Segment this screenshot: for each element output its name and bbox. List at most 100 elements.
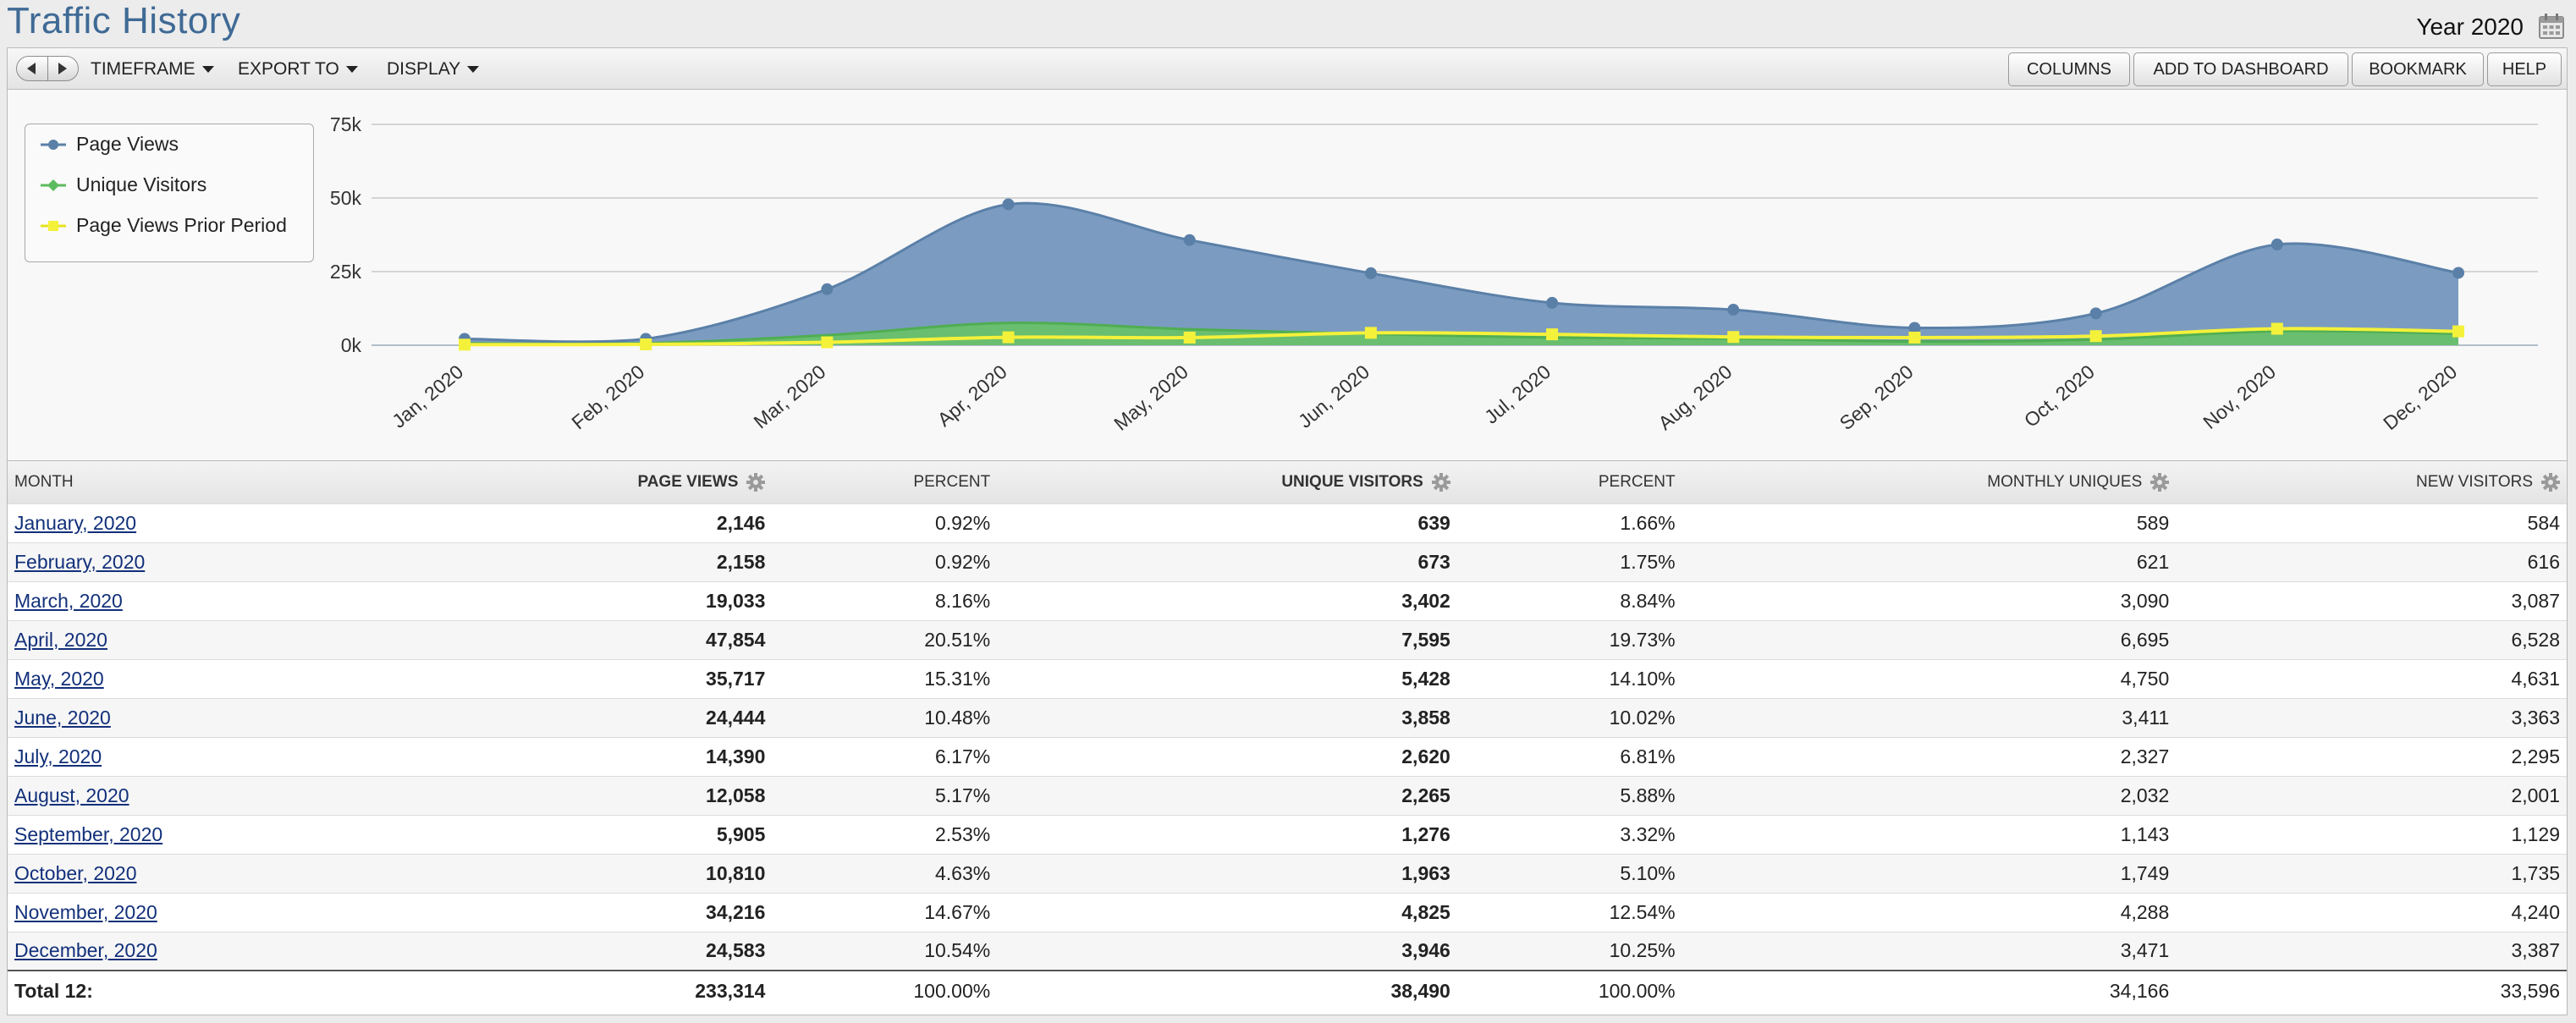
- monthly-uniques-cell: 3,411: [2122, 706, 2170, 729]
- col-header-page-views[interactable]: PAGE VIEWS: [312, 461, 773, 503]
- y-tick-label: 75k: [330, 113, 362, 135]
- month-link[interactable]: June, 2020: [14, 706, 111, 729]
- unique-visitors-cell: 673: [1417, 550, 1450, 573]
- month-cell: January, 2020: [8, 503, 312, 542]
- unique-visitors-cell: 1,276: [1401, 822, 1450, 845]
- page-views-cell: 14,390: [706, 745, 766, 767]
- unique-visitors-cell: 2,620: [1401, 745, 1450, 767]
- monthly-uniques-cell: 1,143: [2120, 822, 2170, 845]
- unique-visitors-cell: 4,825: [1401, 900, 1450, 923]
- month-cell: December, 2020: [8, 932, 312, 971]
- monthly-uniques-cell: 2,327: [2120, 745, 2170, 767]
- data-point-prior-period: [2452, 325, 2464, 338]
- unique-visitors-percent-cell: 19.73%: [1609, 628, 1676, 651]
- arrow-left-icon: [27, 63, 36, 74]
- month-cell: April, 2020: [8, 620, 312, 659]
- table-row: September, 2020 5,905 2.53% 1,276 3.32% 1,143…: [8, 815, 2567, 854]
- x-tick-label: Aug, 2020: [1654, 360, 1736, 434]
- monthly-uniques-cell: 621: [2136, 550, 2170, 573]
- unique-visitors-cell: 3,946: [1401, 939, 1450, 962]
- month-link[interactable]: January, 2020: [14, 511, 137, 534]
- data-point-prior-period: [1002, 331, 1015, 344]
- col-header-month[interactable]: MONTH: [14, 472, 74, 491]
- display-menu[interactable]: DISPLAY: [387, 59, 480, 80]
- unique-visitors-percent-cell: 14.10%: [1609, 667, 1676, 690]
- legend-item-unique-visitors[interactable]: Unique Visitors: [41, 173, 206, 196]
- col-header-label: MONTHLY UNIQUES: [1987, 472, 2143, 491]
- monthly-uniques-cell: 3,090: [2120, 589, 2170, 612]
- columns-button[interactable]: COLUMNS: [2008, 52, 2130, 86]
- table-row: June, 2020 24,444 10.48% 3,858 10.02% 3,411 3,…: [8, 698, 2567, 737]
- col-header-new-visitors[interactable]: NEW VISITORS: [2176, 461, 2567, 503]
- x-tick-label: Dec, 2020: [2379, 360, 2461, 434]
- data-point-page-views: [1908, 322, 1921, 334]
- unique-visitors-percent-cell: 10.25%: [1609, 939, 1676, 962]
- page-views-cell: 19,033: [706, 589, 766, 612]
- unique-visitors-percent-cell: 8.84%: [1620, 589, 1676, 612]
- new-visitors-cell: 6,528: [2511, 628, 2560, 651]
- previous-period-button[interactable]: [17, 57, 47, 80]
- col-header-unique-visitors[interactable]: UNIQUE VISITORS: [997, 461, 1457, 503]
- x-tick-label: Nov, 2020: [2199, 360, 2280, 433]
- legend-item-prior-period[interactable]: Page Views Prior Period: [41, 214, 287, 237]
- page-views-cell: 47,854: [706, 628, 766, 651]
- caret-down-icon: [467, 66, 480, 73]
- month-link[interactable]: December, 2020: [14, 939, 157, 962]
- month-link[interactable]: July, 2020: [14, 745, 102, 767]
- unique-visitors-cell: 3,858: [1401, 706, 1450, 729]
- month-cell: March, 2020: [8, 581, 312, 620]
- month-link[interactable]: October, 2020: [14, 861, 137, 884]
- traffic-chart: 0k 25k 50k 75k Jan, 2020 Feb, 2020 Mar, 2020 Ap…: [330, 113, 2538, 435]
- x-tick-label: Apr, 2020: [933, 360, 1011, 431]
- new-visitors-cell: 4,240: [2511, 900, 2560, 923]
- month-link[interactable]: March, 2020: [14, 589, 123, 612]
- new-visitors-cell: 1,735: [2511, 861, 2560, 884]
- month-cell: February, 2020: [8, 542, 312, 581]
- month-link[interactable]: August, 2020: [14, 784, 129, 806]
- month-link[interactable]: February, 2020: [14, 550, 146, 573]
- monthly-uniques-cell: 6,695: [2120, 628, 2170, 651]
- help-button[interactable]: HELP: [2487, 52, 2562, 86]
- gear-icon[interactable]: [2541, 472, 2560, 492]
- x-tick-label: Jun, 2020: [1294, 360, 1373, 432]
- unique-visitors-percent-cell: 1.66%: [1620, 511, 1676, 534]
- bookmark-button[interactable]: BOOKMARK: [2352, 52, 2484, 86]
- calendar-icon[interactable]: [2537, 12, 2566, 41]
- table-row: December, 2020 24,583 10.54% 3,946 10.25% 3,4…: [8, 932, 2567, 971]
- export-menu[interactable]: EXPORT TO: [238, 59, 358, 80]
- unique-visitors-cell: 1,963: [1401, 861, 1450, 884]
- y-tick-label: 50k: [330, 187, 362, 209]
- caret-down-icon: [201, 66, 214, 73]
- gear-icon[interactable]: [1431, 472, 1450, 492]
- month-link[interactable]: May, 2020: [14, 667, 104, 690]
- data-point-prior-period: [1546, 328, 1559, 341]
- monthly-uniques-cell: 589: [2136, 511, 2170, 534]
- month-link[interactable]: September, 2020: [14, 822, 163, 845]
- total-new-visitors: 33,596: [2500, 980, 2560, 1002]
- legend-label: Unique Visitors: [76, 173, 207, 195]
- new-visitors-cell: 3,387: [2511, 939, 2560, 962]
- data-point-page-views: [2271, 238, 2283, 250]
- page-views-percent-cell: 2.53%: [934, 822, 991, 845]
- page-views-cell: 12,058: [706, 784, 766, 806]
- legend-item-page-views[interactable]: Page Views: [41, 133, 179, 156]
- unique-visitors-cell: 7,595: [1401, 628, 1450, 651]
- gear-icon[interactable]: [746, 472, 766, 492]
- timeframe-menu[interactable]: TIMEFRAME: [91, 59, 214, 80]
- gear-icon[interactable]: [2150, 472, 2170, 492]
- unique-visitors-cell: 5,428: [1401, 667, 1450, 690]
- month-link[interactable]: April, 2020: [14, 628, 107, 651]
- month-link[interactable]: November, 2020: [14, 900, 157, 923]
- col-header-monthly-uniques[interactable]: MONTHLY UNIQUES: [1682, 461, 2177, 503]
- monthly-uniques-cell: 2,032: [2120, 784, 2170, 806]
- total-percent: 100.00%: [913, 980, 991, 1002]
- page-views-cell: 35,717: [706, 667, 766, 690]
- page-views-percent-cell: 15.31%: [924, 667, 991, 690]
- y-tick-label: 25k: [330, 261, 362, 283]
- add-to-dashboard-button[interactable]: ADD TO DASHBOARD: [2133, 52, 2348, 86]
- next-period-button[interactable]: [47, 57, 79, 80]
- data-point-prior-period: [1183, 331, 1196, 344]
- monthly-uniques-cell: 4,750: [2120, 667, 2170, 690]
- month-cell: October, 2020: [8, 854, 312, 893]
- legend-marker-icon: [41, 179, 66, 191]
